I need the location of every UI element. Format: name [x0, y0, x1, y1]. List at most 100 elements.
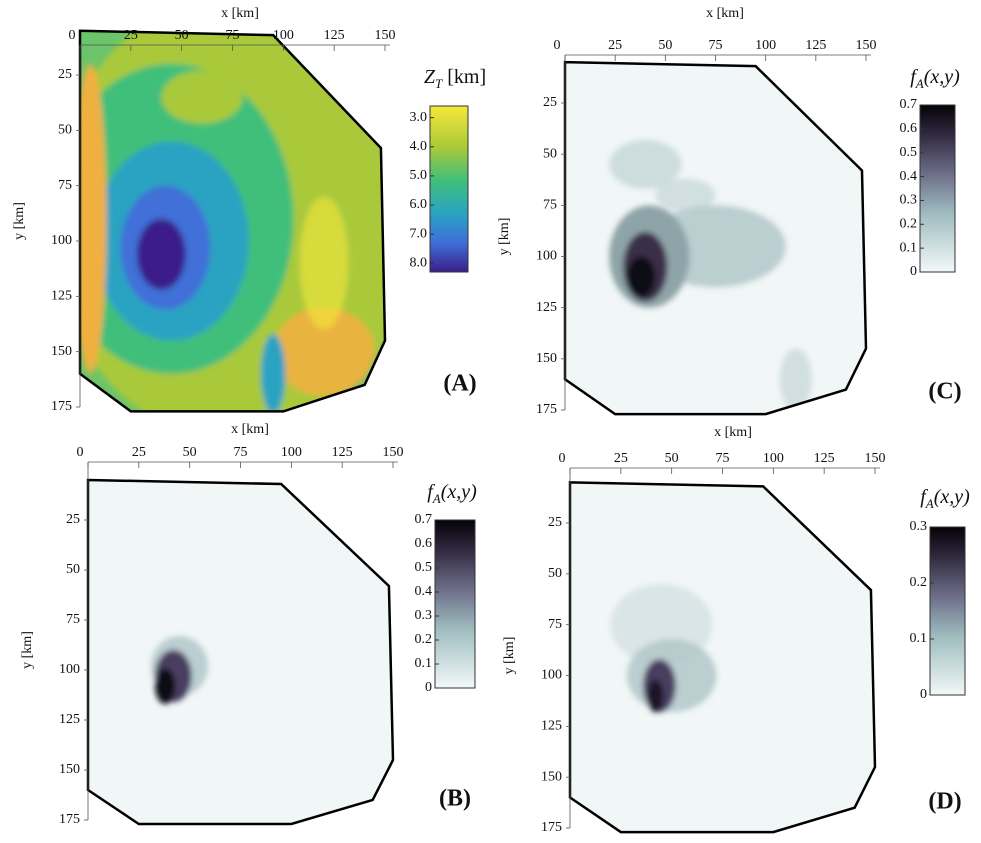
x-tick-label: 150: [383, 445, 404, 460]
colorbar-tick-label: 0.3: [415, 608, 433, 623]
map-outline: [86, 478, 395, 826]
colorbar-symbol: f: [910, 66, 918, 88]
colorbar-tick-label: 0.6: [900, 121, 918, 136]
colorbar-tick-label: 7.0: [410, 226, 428, 241]
x-tick-label: 150: [375, 28, 396, 43]
map-area: [570, 482, 875, 833]
colorbar: [429, 105, 469, 273]
x-tick-label: 150: [856, 38, 877, 53]
y-tick-label: 50: [58, 123, 72, 138]
colorbar-tick-label: 6.0: [410, 197, 428, 212]
x-tick-label: 75: [226, 28, 240, 43]
y-tick-label: 100: [536, 249, 557, 264]
field-patch: [136, 218, 186, 290]
x-tick-label: 75: [234, 445, 248, 460]
field-patch: [80, 63, 107, 374]
colorbar-title: ZT [km]: [424, 66, 486, 92]
y-tick-label: 25: [543, 95, 557, 110]
colorbar-symbol: Z: [424, 66, 436, 88]
colorbar-symbol: f: [920, 486, 928, 508]
y-tick-label: 100: [541, 668, 562, 683]
y-tick-label: 25: [58, 67, 72, 82]
y-tick-label: 150: [59, 762, 80, 777]
field-patch: [155, 668, 176, 704]
y-axis-label: y [km]: [502, 637, 517, 675]
y-tick-label: 150: [51, 344, 72, 359]
field-patch: [609, 139, 682, 189]
colorbar-subscript: A: [915, 76, 924, 91]
y-tick-label: 50: [543, 146, 557, 161]
colorbar-title: fA(x,y): [910, 66, 960, 92]
y-tick-label: 175: [51, 399, 72, 414]
field-blur: [609, 139, 812, 410]
y-tick-label: 100: [51, 233, 72, 248]
colorbar-unit: [km]: [447, 66, 486, 88]
colorbar-tick-label: 0.2: [910, 575, 928, 590]
y-tick-label: 100: [59, 662, 80, 677]
x-tick-label: 75: [709, 38, 723, 53]
y-tick-label: 125: [59, 712, 80, 727]
field-blur: [151, 636, 208, 704]
colorbar-tick-label: 0.4: [900, 169, 918, 184]
x-axis-label: x [km]: [221, 6, 259, 21]
y-tick-label: 75: [548, 617, 562, 632]
colorbar: [434, 519, 476, 689]
x-tick-label: 0: [559, 451, 566, 466]
y-tick-label: 50: [66, 562, 80, 577]
panel-label: (A): [443, 371, 476, 397]
colorbar-unit: (x,y): [924, 66, 960, 88]
colorbar-unit: (x,y): [441, 481, 477, 503]
colorbar-tick-label: 0: [910, 264, 917, 279]
x-tick-label: 100: [755, 38, 776, 53]
field-patch: [647, 679, 664, 713]
colorbar-tick-label: 0.1: [910, 631, 928, 646]
x-tick-label: 125: [805, 38, 826, 53]
x-tick-label: 25: [132, 445, 146, 460]
map-area: [88, 480, 393, 824]
colorbar-tick-label: 4.0: [410, 139, 428, 154]
y-tick-label: 50: [548, 566, 562, 581]
x-tick-label: 100: [273, 28, 294, 43]
colorbar-subscript: T: [435, 76, 443, 91]
y-tick-label: 175: [541, 820, 562, 835]
panel: 0 25 50 75 100 125 150 25 50 75 100 125 150 175 x [km]…: [497, 6, 961, 417]
y-tick-label: 75: [543, 198, 557, 213]
y-tick-label: 175: [59, 812, 80, 827]
colorbar: [929, 526, 966, 696]
x-tick-label: 25: [608, 38, 622, 53]
panel-label: (D): [928, 789, 961, 815]
x-tick-label: 100: [763, 451, 784, 466]
colorbar-tick-label: 0.2: [415, 632, 433, 647]
panel-label: (C): [928, 379, 961, 405]
panel: 0 25 50 75 100 125 150 25 50 75 100 125 150 175 x [km]…: [12, 6, 486, 414]
field: [151, 636, 208, 704]
y-axis-label: y [km]: [497, 218, 512, 256]
colorbar-tick-label: 0.2: [900, 217, 918, 232]
field-patch: [779, 348, 812, 410]
colorbar-tick-label: 3.0: [410, 110, 428, 125]
field: [610, 584, 717, 713]
colorbar-tick-label: 8.0: [410, 255, 428, 270]
y-tick-label: 150: [541, 769, 562, 784]
field-patch: [260, 333, 286, 412]
x-tick-label: 75: [716, 451, 730, 466]
colorbar-tick-label: 0: [425, 680, 432, 695]
colorbar-tick-label: 0.7: [415, 512, 433, 527]
field-patch: [299, 196, 349, 330]
colorbar-tick-label: 0.5: [415, 560, 433, 575]
x-axis-label: x [km]: [714, 425, 752, 440]
colorbar-tick-label: 0: [920, 687, 927, 702]
colorbar-tick-label: 0.1: [900, 240, 918, 255]
y-tick-label: 25: [548, 515, 562, 530]
x-tick-label: 25: [614, 451, 628, 466]
panel: 0 25 50 75 100 125 150 25 50 75 100 125 150 175 x [km]…: [20, 422, 477, 827]
x-tick-label: 50: [658, 38, 672, 53]
y-tick-label: 25: [66, 512, 80, 527]
field: [80, 30, 385, 412]
y-tick-label: 75: [58, 178, 72, 193]
x-axis-label: x [km]: [231, 422, 269, 437]
field-patch: [161, 70, 243, 124]
x-tick-label: 50: [665, 451, 679, 466]
map-outline: [563, 60, 868, 416]
